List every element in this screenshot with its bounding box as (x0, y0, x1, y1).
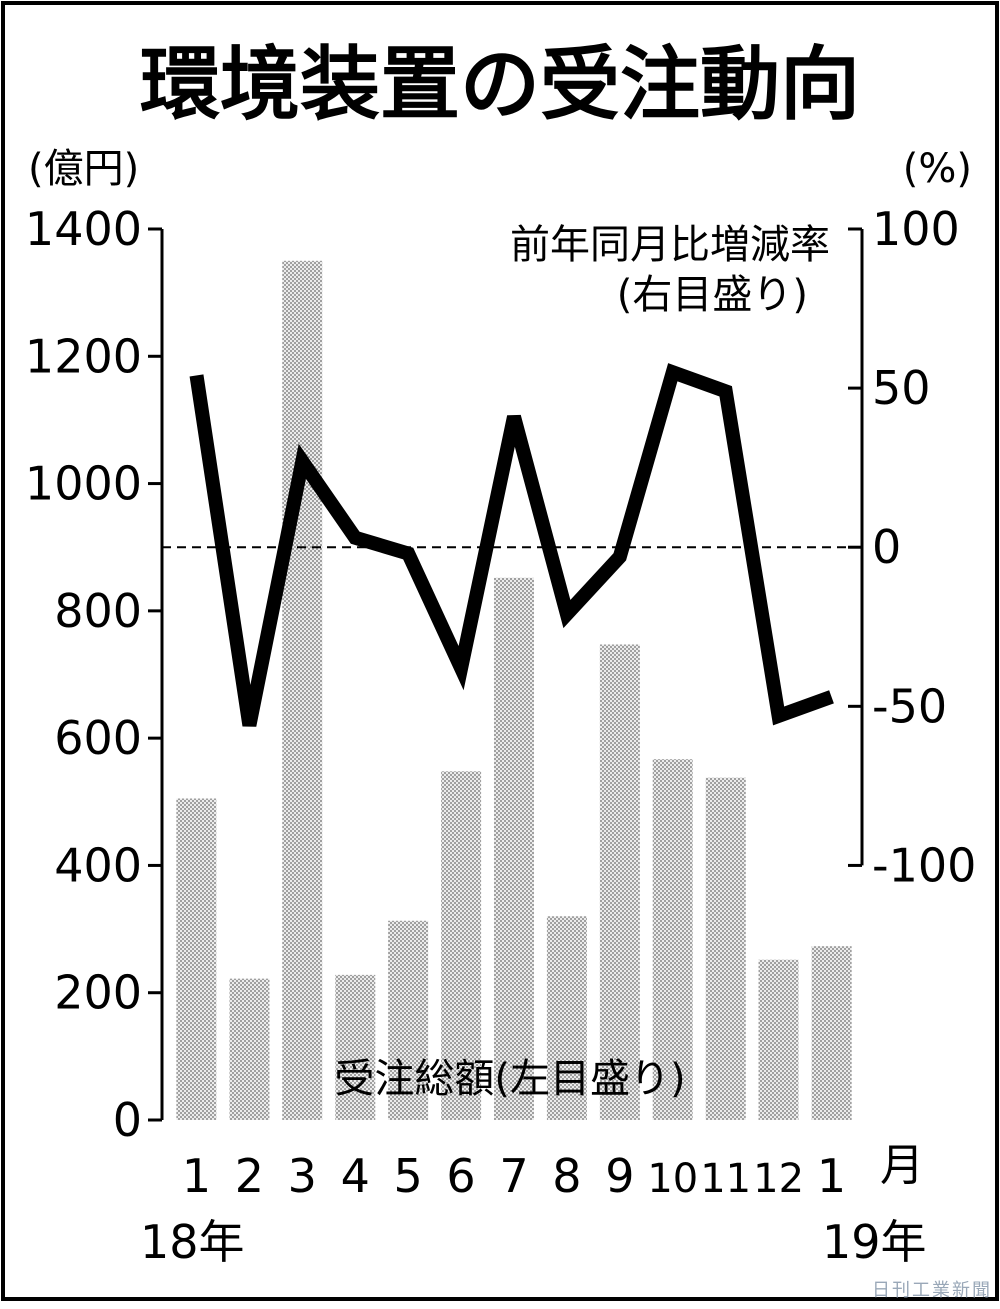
chart-title: 環境装置の受注動向 (140, 38, 860, 131)
bar (652, 759, 693, 1120)
line-series-label: 前年同月比増減率 (510, 222, 830, 268)
right-axis-tick-label: 0 (872, 520, 901, 574)
left-axis: 0 200 400 600 800 1000 1200 1400 (25, 202, 164, 1147)
x-tick-label: 4 (341, 1149, 370, 1203)
x-tick-label: 11 (700, 1156, 751, 1202)
bar (494, 577, 534, 1120)
left-axis-tick-label: 1400 (25, 202, 142, 256)
right-axis-tick-label: -100 (872, 838, 976, 892)
bar (599, 644, 640, 1120)
bar (282, 260, 323, 1121)
x-tick-label: 1 (817, 1149, 846, 1203)
left-axis-tick-label: 800 (54, 584, 142, 638)
bars-group (176, 260, 852, 1121)
bar-series-label: 受注総額(左目盛り) (334, 1056, 685, 1102)
right-axis-unit: (%) (903, 146, 972, 192)
bar (388, 920, 429, 1120)
x-tick-label: 2 (235, 1149, 264, 1203)
right-axis-tick-label: -50 (872, 679, 947, 733)
right-axis: -100 -50 0 50 100 (848, 202, 976, 892)
bar (758, 959, 799, 1120)
year-end-label: 19年 (822, 1215, 927, 1269)
month-suffix: 月 (880, 1140, 924, 1191)
bar (176, 798, 217, 1120)
x-tick-label: 9 (605, 1149, 634, 1203)
bar (705, 777, 746, 1120)
bar (229, 978, 270, 1120)
bar (811, 946, 852, 1120)
x-axis-labels: 1 2 3 4 5 6 7 8 9 10 11 12 1 (182, 1149, 846, 1203)
left-axis-tick-label: 600 (54, 711, 142, 765)
left-axis-tick-label: 0 (113, 1093, 142, 1147)
publisher-credit: 日刊工業新聞 (872, 1280, 992, 1301)
x-tick-label: 3 (288, 1149, 317, 1203)
x-tick-label: 6 (446, 1149, 475, 1203)
x-tick-label: 12 (753, 1156, 804, 1202)
left-axis-tick-label: 200 (54, 966, 142, 1020)
left-axis-tick-label: 1000 (25, 457, 142, 511)
left-axis-unit: (億円) (28, 146, 139, 192)
right-axis-tick-label: 50 (872, 361, 931, 415)
year-start-label: 18年 (140, 1215, 245, 1269)
x-tick-label: 8 (552, 1149, 581, 1203)
bar (546, 916, 587, 1120)
rate-series-line (189, 363, 834, 727)
bar (335, 974, 376, 1120)
left-axis-tick-label: 1200 (25, 329, 142, 383)
bar (441, 771, 482, 1120)
left-axis-tick-label: 400 (54, 838, 142, 892)
x-tick-label: 1 (182, 1149, 211, 1203)
x-tick-label: 10 (647, 1156, 698, 1202)
line-series-axis-note: (右目盛り) (617, 272, 808, 318)
x-tick-label: 5 (394, 1149, 423, 1203)
right-axis-tick-label: 100 (872, 202, 960, 256)
x-tick-label: 7 (499, 1149, 528, 1203)
